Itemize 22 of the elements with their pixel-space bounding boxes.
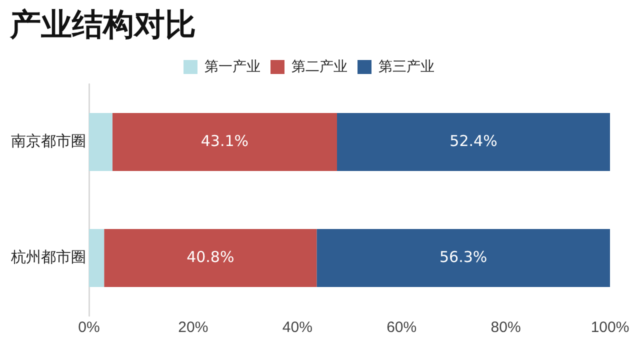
x-tick-label: 0% (78, 319, 100, 336)
bar (89, 229, 104, 287)
y-tick-label: 杭州都市圈 (10, 249, 86, 266)
data-label: 52.4% (450, 132, 498, 150)
data-label: 43.1% (200, 132, 249, 150)
legend-label: 第二产业 (292, 58, 348, 74)
x-tick-label: 60% (386, 319, 417, 336)
bar (336, 113, 610, 171)
data-label: 40.8% (186, 248, 234, 266)
data-label: 56.3% (440, 248, 488, 266)
bar (89, 113, 112, 171)
chart-title: 产业结构对比 (10, 6, 196, 45)
x-tick-label: 20% (178, 319, 208, 336)
y-tick-label: 南京都市圈 (11, 133, 86, 150)
x-tick-label: 40% (282, 319, 312, 336)
bar (104, 229, 317, 287)
x-tick-label: 80% (490, 319, 521, 336)
legend-label: 第三产业 (378, 58, 434, 74)
bar (316, 229, 610, 287)
x-tick-label: 100% (590, 319, 630, 336)
legend-label: 第一产业 (204, 58, 260, 74)
bar (112, 113, 337, 171)
